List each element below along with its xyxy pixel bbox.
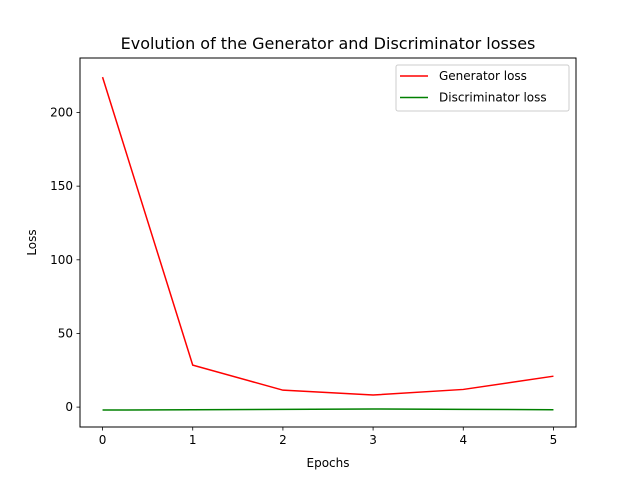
- x-tick-label-0: 0: [99, 433, 107, 447]
- legend-box: [395, 64, 570, 112]
- y-axis: 0 50 100 150 200: [50, 106, 80, 414]
- x-tick-label-3: 3: [369, 433, 377, 447]
- y-tick-label-3: 150: [50, 179, 73, 193]
- y-tick-label-2: 100: [50, 253, 73, 267]
- y-tick-label-1: 50: [58, 326, 73, 340]
- y-tick-label-0: 0: [65, 400, 73, 414]
- legend-label-0: Generator loss: [439, 69, 527, 83]
- x-axis: 0 1 2 3 4 5: [99, 427, 558, 447]
- x-tick-label-1: 1: [189, 433, 197, 447]
- x-tick-label-4: 4: [459, 433, 467, 447]
- plot-frame: [79, 57, 577, 428]
- chart-title: Evolution of the Generator and Discrimin…: [121, 34, 536, 53]
- series-line-0: [101, 76, 554, 396]
- y-tick-label-4: 200: [50, 106, 73, 120]
- x-tick-label-2: 2: [279, 433, 287, 447]
- series-line-1: [102, 408, 554, 411]
- legend: Generator loss Discriminator loss: [395, 64, 570, 112]
- y-axis-label: Loss: [25, 229, 39, 255]
- x-axis-label: Epochs: [307, 456, 350, 470]
- plot-layer: [101, 76, 554, 411]
- x-tick-label-5: 5: [550, 433, 558, 447]
- legend-label-1: Discriminator loss: [439, 91, 547, 105]
